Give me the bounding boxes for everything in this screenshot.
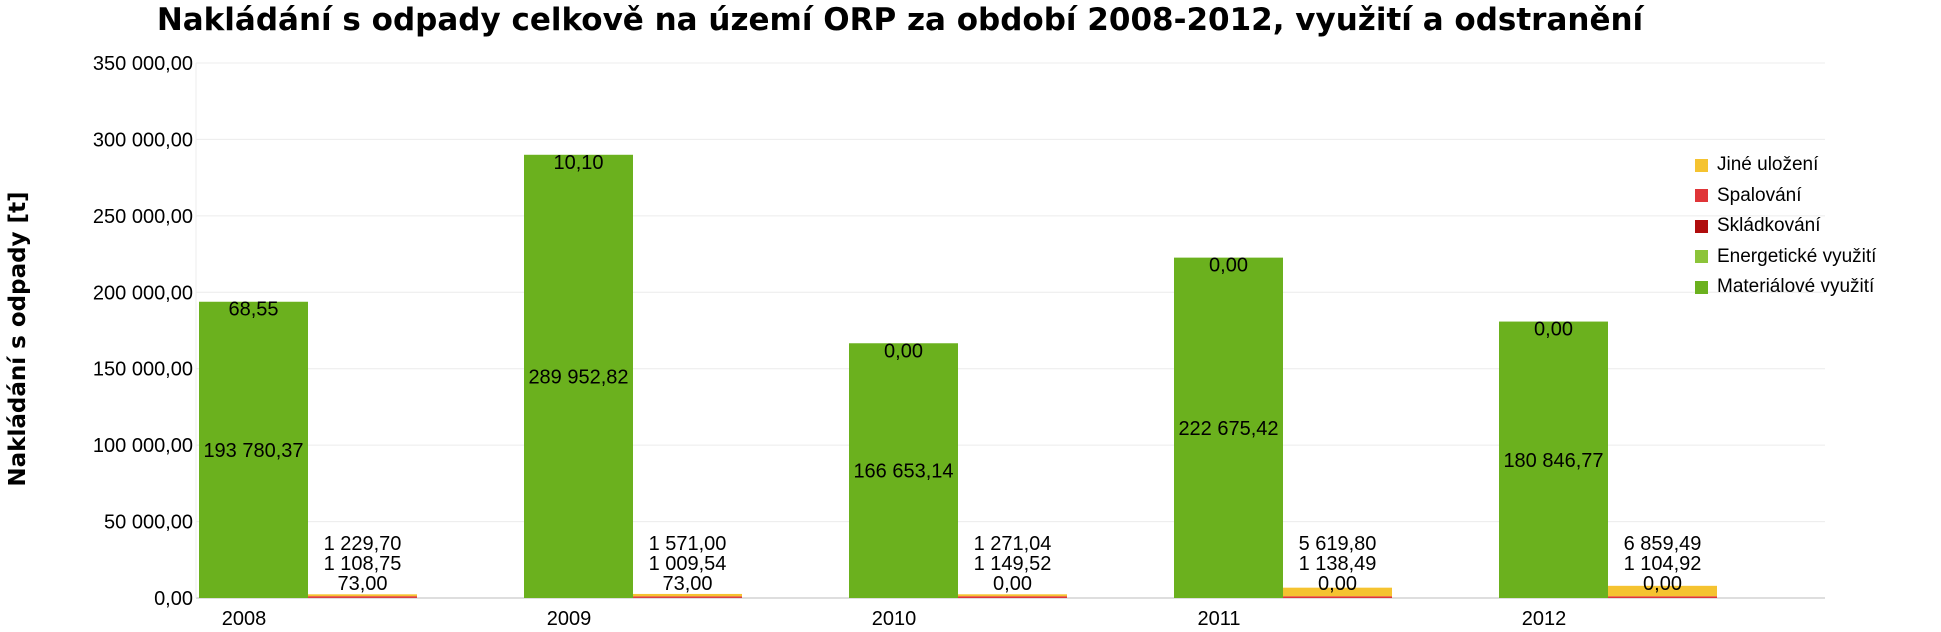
legend-swatch xyxy=(1695,281,1708,294)
x-tick-label: 2010 xyxy=(872,608,917,630)
data-label: 1 009,54 xyxy=(649,553,727,575)
data-label: 73,00 xyxy=(662,573,712,595)
y-tick-label: 300 000,00 xyxy=(93,129,193,151)
bar-segment xyxy=(633,596,742,598)
data-label: 0,00 xyxy=(1534,319,1573,341)
data-label: 1 138,49 xyxy=(1299,553,1377,575)
bar-segment xyxy=(1608,596,1717,598)
legend-label: Energetické využití xyxy=(1717,246,1876,268)
legend-item: Materiálové využití xyxy=(1695,272,1876,303)
x-tick-label: 2009 xyxy=(547,608,592,630)
chart-plot: 0,00 50 000,00 100 000,00 150 000,00 200 000… xyxy=(0,0,1941,632)
y-tick-label: 0,00 xyxy=(154,588,193,610)
legend-item: Jiné uložení xyxy=(1695,150,1876,181)
data-label: 1 229,70 xyxy=(324,533,402,555)
legend-label: Materiálové využití xyxy=(1717,276,1874,298)
bar-segment xyxy=(308,596,417,598)
x-tick-label: 2008 xyxy=(222,608,267,630)
data-label: 0,00 xyxy=(884,340,923,362)
data-label: 1 571,00 xyxy=(649,533,727,555)
data-label: 5 619,80 xyxy=(1299,533,1377,555)
data-label: 180 846,77 xyxy=(1503,450,1603,472)
legend-swatch xyxy=(1695,220,1708,233)
data-label: 1 104,92 xyxy=(1624,553,1702,575)
data-label: 0,00 xyxy=(1318,573,1357,595)
data-label: 0,00 xyxy=(1643,573,1682,595)
legend-swatch xyxy=(1695,189,1708,202)
y-tick-label: 350 000,00 xyxy=(93,53,193,75)
data-label: 1 108,75 xyxy=(324,553,402,575)
y-tick-label: 200 000,00 xyxy=(93,282,193,304)
data-label: 1 271,04 xyxy=(974,533,1052,555)
data-label: 1 149,52 xyxy=(974,553,1052,575)
legend-label: Skládkování xyxy=(1717,215,1821,237)
data-label: 289 952,82 xyxy=(528,366,628,388)
data-label: 0,00 xyxy=(993,573,1032,595)
legend-swatch xyxy=(1695,250,1708,263)
legend-item: Skládkování xyxy=(1695,211,1876,242)
bar-segment xyxy=(1283,596,1392,598)
y-tick-label: 50 000,00 xyxy=(104,512,193,534)
data-label: 6 859,49 xyxy=(1624,533,1702,555)
bar-segment xyxy=(958,596,1067,598)
data-label: 222 675,42 xyxy=(1178,418,1278,440)
legend-swatch xyxy=(1695,159,1708,172)
data-label: 68,55 xyxy=(228,299,278,321)
y-tick-label: 100 000,00 xyxy=(93,435,193,457)
legend-item: Spalování xyxy=(1695,181,1876,212)
y-tick-label: 250 000,00 xyxy=(93,206,193,228)
legend-item: Energetické využití xyxy=(1695,242,1876,273)
data-label: 10,10 xyxy=(553,152,603,174)
y-tick-label: 150 000,00 xyxy=(93,359,193,381)
x-tick-label: 2011 xyxy=(1197,608,1240,630)
legend-label: Spalování xyxy=(1717,185,1802,207)
legend: Jiné uložení Spalování Skládkování Energ… xyxy=(1695,150,1876,303)
data-label: 0,00 xyxy=(1209,255,1248,277)
legend-label: Jiné uložení xyxy=(1717,154,1818,176)
data-label: 193 780,37 xyxy=(203,440,303,462)
data-label: 166 653,14 xyxy=(853,461,953,483)
x-tick-label: 2012 xyxy=(1522,608,1567,630)
data-label: 73,00 xyxy=(337,573,387,595)
